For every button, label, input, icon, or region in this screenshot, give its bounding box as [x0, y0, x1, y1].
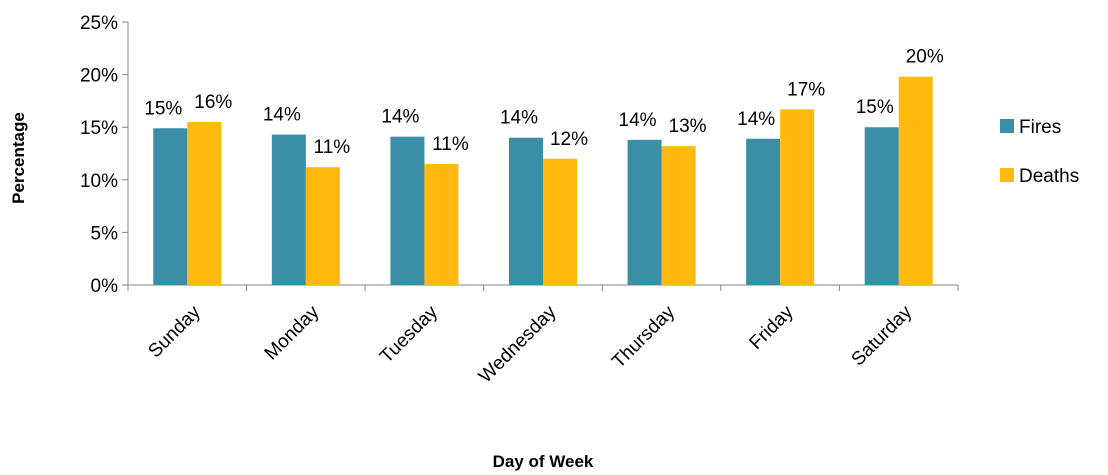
y-tick-label: 0%: [91, 276, 119, 297]
data-label-deaths-thursday: 13%: [669, 116, 707, 137]
bar-deaths-friday: [780, 109, 815, 285]
x-tick-labels: Sunday Monday Tuesday Wednesday Thursday Frid…: [144, 301, 916, 387]
y-axis-title: Percentage: [9, 112, 28, 204]
bar-deaths-thursday: [661, 146, 696, 285]
legend-swatch-fires: [1000, 119, 1014, 133]
x-tick-label-thursday: Thursday: [608, 301, 679, 372]
x-tick-label-saturday: Saturday: [848, 301, 917, 370]
data-label-fires-wednesday: 14%: [500, 108, 538, 129]
bar-deaths-wednesday: [543, 158, 577, 285]
legend-swatch-deaths: [1000, 168, 1014, 182]
x-tick-label-wednesday: Wednesday: [475, 301, 561, 387]
data-label-deaths-sunday: 16%: [194, 92, 232, 113]
x-tick-label-monday: Monday: [261, 301, 324, 364]
data-label-fires-sunday: 15%: [144, 98, 182, 119]
bar-fires-saturday: [864, 127, 899, 285]
data-label-deaths-monday: 11%: [314, 137, 351, 158]
bar-deaths-tuesday: [424, 164, 459, 285]
x-tick-label-sunday: Sunday: [144, 301, 205, 362]
data-label-deaths-friday: 17%: [787, 79, 825, 100]
bar-fires-wednesday: [509, 137, 543, 285]
y-tick-label: 10%: [80, 171, 118, 192]
bar-deaths-monday: [305, 167, 340, 285]
data-label-deaths-wednesday: 12%: [550, 129, 588, 150]
y-tick-label: 5%: [91, 223, 119, 244]
bar-fires-sunday: [153, 128, 188, 285]
x-tick-label-friday: Friday: [745, 301, 798, 354]
data-labels: 15% 16% 14% 11% 14% 11% 14% 12% 14% 13% 14% 17% 15% 2…: [144, 47, 944, 158]
data-label-deaths-tuesday: 11%: [432, 134, 469, 155]
bar-deaths-sunday: [187, 121, 222, 285]
y-tick-label: 20%: [80, 66, 118, 87]
bar-fires-monday: [271, 134, 306, 285]
bar-fires-tuesday: [390, 136, 425, 285]
x-tick-label-tuesday: Tuesday: [376, 301, 442, 367]
bars: [153, 76, 933, 285]
data-label-deaths-saturday: 20%: [906, 47, 944, 68]
y-tick-labels: 0% 5% 10% 15% 20% 25%: [80, 13, 118, 297]
y-tick-label: 25%: [80, 13, 118, 34]
legend-label-deaths: Deaths: [1019, 166, 1079, 187]
legend: Fires Deaths: [1000, 117, 1079, 187]
bar-fires-friday: [746, 138, 781, 285]
bar-fires-thursday: [627, 139, 662, 285]
x-axis-title: Day of Week: [493, 452, 594, 471]
data-label-fires-thursday: 14%: [619, 110, 657, 131]
bar-deaths-saturday: [898, 76, 933, 285]
y-tick-label: 15%: [80, 118, 118, 139]
legend-label-fires: Fires: [1019, 117, 1061, 138]
data-label-fires-saturday: 15%: [856, 97, 894, 118]
data-label-fires-monday: 14%: [263, 105, 301, 126]
data-label-fires-friday: 14%: [737, 109, 775, 130]
data-label-fires-tuesday: 14%: [381, 107, 419, 128]
